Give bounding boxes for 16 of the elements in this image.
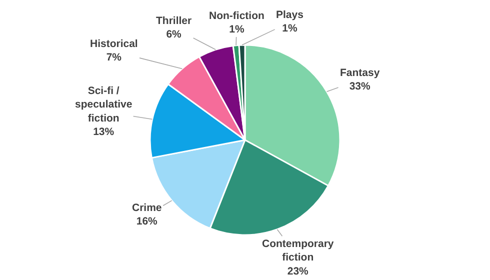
data-label: 1% (282, 22, 298, 35)
slice-label: Non-fiction (209, 10, 264, 22)
slice-label: Historical (90, 38, 138, 50)
slice-label: Thriller (156, 15, 192, 27)
slice-label: Sci-fi / speculative fiction (75, 85, 132, 124)
slice-label: Fantasy (340, 67, 380, 79)
slice-label: Plays (276, 9, 304, 21)
slice-label: Contemporary fiction (262, 238, 334, 264)
data-label: 1% (229, 24, 245, 36)
slice-label: Crime (132, 202, 162, 214)
data-label: 6% (166, 28, 182, 41)
data-label: 16% (136, 216, 158, 228)
data-label: 7% (106, 52, 122, 64)
data-label: 23% (287, 265, 310, 278)
data-label: 13% (93, 126, 115, 138)
data-label: 33% (349, 80, 372, 93)
